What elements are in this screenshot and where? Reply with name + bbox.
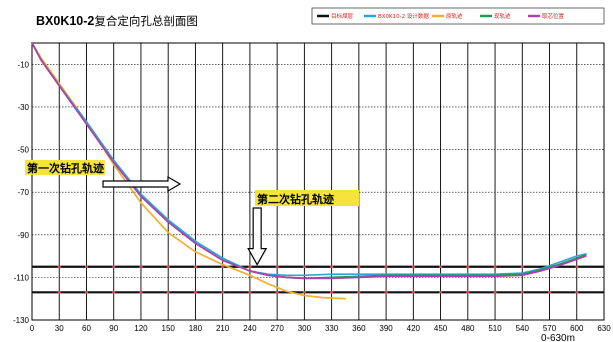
x-tick-label: 120 xyxy=(134,324,148,333)
x-tick-label: 30 xyxy=(55,324,64,333)
chart-title-code: BX0K10-2 xyxy=(36,14,94,28)
y-tick-label: -70 xyxy=(17,188,29,197)
y-tick-label: -90 xyxy=(17,231,29,240)
x-tick-label: 420 xyxy=(407,324,421,333)
x-tick-label: 330 xyxy=(325,324,339,333)
x-tick-label: 540 xyxy=(516,324,530,333)
annotation-1-text: 第一次钻孔轨迹 xyxy=(27,161,104,175)
series-lines xyxy=(31,42,587,300)
x-tick-label: 150 xyxy=(162,324,176,333)
x-tick-label: 510 xyxy=(488,324,502,333)
annotation-2-box xyxy=(255,190,359,206)
x-tick-label: 90 xyxy=(109,324,118,333)
annotation-2-text: 第二次钻孔轨迹 xyxy=(257,192,334,206)
annotation-2-arrow xyxy=(247,207,268,266)
x-tick-label: 480 xyxy=(461,324,475,333)
x-tick-label: 630 xyxy=(597,324,611,333)
x-tick-label: 0 xyxy=(30,324,35,333)
x-tick-label: 240 xyxy=(243,324,257,333)
x-axis-label: 0-630m xyxy=(541,333,575,342)
target-layers xyxy=(32,265,604,294)
legend-label: 原轨迹 xyxy=(446,12,463,20)
x-tick-label: 60 xyxy=(82,324,91,333)
legend-label: BX0K10-2 设计数据 xyxy=(378,12,429,20)
x-tick-label: 270 xyxy=(270,324,284,333)
y-tick-label: -50 xyxy=(17,146,29,155)
legend: 目标煤层 BX0K10-2 设计数据 原轨迹 现轨迹 取芯位置 xyxy=(311,7,605,25)
x-tick-label: 570 xyxy=(543,324,557,333)
x-tick-label: 390 xyxy=(379,324,393,333)
x-tick-label: 360 xyxy=(352,324,366,333)
x-tick-labels: 0 30 60 90 120 150 180 210 240 270 300 330 360 390 420… xyxy=(30,324,611,333)
chart-title: BX0K10-2复合定向孔总剖面图 xyxy=(36,14,198,28)
y-tick-label: -130 xyxy=(13,316,30,325)
y-tick-label: -110 xyxy=(14,273,30,282)
annotation-1-box xyxy=(25,160,105,175)
x-tick-label: 210 xyxy=(216,324,230,333)
chart-title-text: 复合定向孔总剖面图 xyxy=(94,14,198,28)
legend-label: 取芯位置 xyxy=(542,12,565,20)
plot-frame xyxy=(31,42,605,321)
series-line-4 xyxy=(31,42,587,280)
legend-label: 目标煤层 xyxy=(331,12,354,20)
y-tick-label: -10 xyxy=(17,60,29,69)
legend-label: 现轨迹 xyxy=(494,12,511,20)
x-tick-label: 300 xyxy=(298,324,312,333)
x-tick-label: 450 xyxy=(434,324,448,333)
legend-box xyxy=(311,7,605,25)
x-tick-label: 180 xyxy=(189,324,203,333)
x-tick-label: 600 xyxy=(570,324,584,333)
series-line-1 xyxy=(31,42,587,277)
y-tick-labels: -10 -30 -50 -70 -90 -110 -130 xyxy=(13,60,30,325)
annotation-1-arrow xyxy=(102,175,182,193)
y-tick-label: -30 xyxy=(17,103,29,112)
